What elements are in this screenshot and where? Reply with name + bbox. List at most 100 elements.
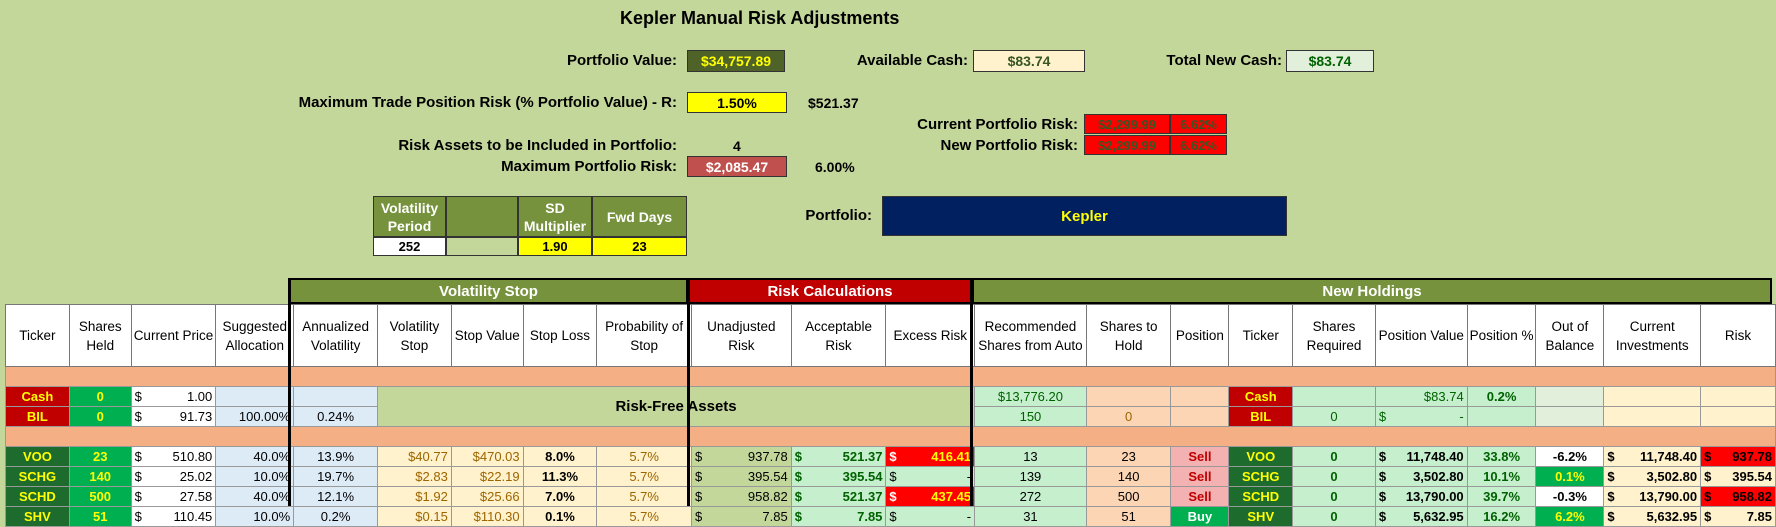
new-risk-pct-cell[interactable]: 6.62% bbox=[1170, 135, 1227, 155]
max-trade-risk-amount: $521.37 bbox=[808, 95, 859, 111]
stoploss-cell: 7.0% bbox=[522, 486, 598, 507]
available-cash-cell[interactable]: $83.74 bbox=[973, 50, 1085, 72]
ticker2-cell: SCHD bbox=[1228, 486, 1294, 507]
accept-cell: $521.37 bbox=[790, 446, 887, 467]
fwd-days-header: Fwd Days bbox=[592, 196, 687, 237]
current-risk-pct-cell[interactable]: 6.62% bbox=[1170, 114, 1227, 134]
ticker-cell[interactable]: SCHD bbox=[5, 486, 70, 507]
req-cell: 0 bbox=[1292, 406, 1376, 427]
price-cell[interactable]: $1.00 bbox=[130, 386, 217, 407]
col-header: Position % bbox=[1466, 304, 1537, 367]
alloc-cell[interactable]: 40.0% bbox=[215, 486, 295, 507]
unadj-cell: $395.54 bbox=[690, 466, 792, 487]
ticker-cell[interactable]: Cash bbox=[5, 386, 70, 407]
sd-multiplier-header: SD Multiplier bbox=[518, 196, 592, 237]
prob-cell: 5.7% bbox=[596, 466, 692, 487]
col-header: Position Value bbox=[1374, 304, 1468, 367]
vstop-cell: $40.77 bbox=[377, 446, 452, 467]
ticker-cell[interactable]: SCHG bbox=[5, 466, 70, 487]
shares-cell[interactable]: 23 bbox=[68, 446, 132, 467]
position-cell: Sell bbox=[1170, 446, 1230, 467]
currency-sign: $ bbox=[694, 489, 703, 504]
pos-pct-cell: 16.2% bbox=[1466, 506, 1537, 527]
position-cell bbox=[1170, 406, 1230, 427]
alloc-cell[interactable]: 10.0% bbox=[215, 466, 295, 487]
currency-sign: $ bbox=[889, 509, 897, 524]
hold-cell[interactable] bbox=[1085, 386, 1172, 407]
currency-sign: $ bbox=[134, 409, 142, 424]
ticker2-cell: Cash bbox=[1228, 386, 1294, 407]
excess-value: - bbox=[966, 509, 972, 524]
hold-cell[interactable]: 0 bbox=[1085, 406, 1172, 427]
alloc-cell[interactable]: 10.0% bbox=[215, 506, 295, 527]
ticker-cell[interactable]: VOO bbox=[5, 446, 70, 467]
vol-period-cell[interactable]: 252 bbox=[373, 237, 446, 256]
max-trade-risk-pct-cell[interactable]: 1.50% bbox=[687, 92, 787, 113]
total-new-cash-cell[interactable]: $83.74 bbox=[1286, 50, 1374, 72]
col-header: Unadjusted Risk bbox=[690, 304, 792, 367]
alloc-cell[interactable]: 100.00% bbox=[215, 406, 295, 427]
hold-cell[interactable]: 51 bbox=[1085, 506, 1172, 527]
req-cell: 0 bbox=[1292, 486, 1376, 507]
col-header: Probability of Stop bbox=[596, 304, 692, 367]
oob-cell: 0.1% bbox=[1535, 466, 1605, 487]
curinv-value: 11,748.40 bbox=[1639, 449, 1698, 464]
shares-cell[interactable]: 51 bbox=[68, 506, 132, 527]
price-value: 110.45 bbox=[173, 509, 213, 524]
new-risk-amount-cell[interactable]: $2,299.99 bbox=[1084, 135, 1170, 155]
price-cell[interactable]: $91.73 bbox=[130, 406, 217, 427]
fwd-days-cell[interactable]: 23 bbox=[592, 237, 687, 256]
current-risk-amount-cell[interactable]: $2,299.99 bbox=[1084, 114, 1170, 134]
curinv-value: 13,790.00 bbox=[1639, 489, 1698, 504]
req-cell bbox=[1292, 386, 1376, 407]
shares-cell[interactable]: 140 bbox=[68, 466, 132, 487]
currency-sign: $ bbox=[1378, 409, 1387, 424]
pos-pct-cell: 39.7% bbox=[1466, 486, 1537, 507]
price-cell[interactable]: $110.45 bbox=[130, 506, 217, 527]
curinv-value: 5,632.95 bbox=[1646, 509, 1698, 524]
sd-multiplier-cell[interactable]: 1.90 bbox=[518, 237, 592, 256]
price-cell[interactable]: $25.02 bbox=[130, 466, 217, 487]
curinv-cell: $13,790.00 bbox=[1603, 486, 1702, 507]
col-header: Recommended Shares from Auto bbox=[974, 304, 1087, 367]
col-header: Current Investments bbox=[1603, 304, 1702, 367]
currency-sign: $ bbox=[889, 469, 897, 484]
alloc-cell[interactable] bbox=[215, 386, 295, 407]
currency-sign: $ bbox=[1378, 449, 1387, 464]
hold-cell[interactable]: 500 bbox=[1085, 486, 1172, 507]
hold-cell[interactable]: 23 bbox=[1085, 446, 1172, 467]
price-cell[interactable]: $27.58 bbox=[130, 486, 217, 507]
currency-sign: $ bbox=[1607, 449, 1615, 464]
currency-sign: $ bbox=[694, 509, 703, 524]
price-value: 27.58 bbox=[179, 489, 213, 504]
prob-cell: 5.7% bbox=[596, 446, 692, 467]
ticker-cell[interactable]: SHV bbox=[5, 506, 70, 527]
ticker2-cell: SHV bbox=[1228, 506, 1294, 527]
ticker-cell[interactable]: BIL bbox=[5, 406, 70, 427]
portfolio-name-cell[interactable]: Kepler bbox=[882, 196, 1287, 236]
col-header: Volatility Stop bbox=[377, 304, 452, 367]
currency-sign: $ bbox=[134, 489, 142, 504]
curinv-cell: $11,748.40 bbox=[1603, 446, 1702, 467]
col-header: Annualized Volatility bbox=[293, 304, 379, 367]
price-cell[interactable]: $510.80 bbox=[130, 446, 217, 467]
max-portfolio-risk-label: Maximum Portfolio Risk: bbox=[501, 158, 677, 175]
shares-cell[interactable]: 0 bbox=[68, 406, 132, 427]
col-header: Suggested Allocation bbox=[215, 304, 295, 367]
risk-value: 937.78 bbox=[1732, 449, 1772, 464]
col-header: Risk bbox=[1700, 304, 1776, 367]
pos-value: 3,502.80 bbox=[1413, 469, 1464, 484]
currency-sign: $ bbox=[1378, 469, 1387, 484]
pos-value-cell: $83.74 bbox=[1374, 386, 1468, 407]
price-value: 91.73 bbox=[179, 409, 213, 424]
excess-value: 416.41 bbox=[931, 449, 972, 464]
col-header: Stop Loss bbox=[522, 304, 598, 367]
alloc-cell[interactable]: 40.0% bbox=[215, 446, 295, 467]
curinv-value: 3,502.80 bbox=[1646, 469, 1698, 484]
hold-cell[interactable]: 140 bbox=[1085, 466, 1172, 487]
portfolio-value-cell[interactable]: $34,757.89 bbox=[687, 50, 785, 72]
shares-cell[interactable]: 500 bbox=[68, 486, 132, 507]
shares-cell[interactable]: 0 bbox=[68, 386, 132, 407]
accept-cell: $395.54 bbox=[790, 466, 887, 487]
max-portfolio-risk-amount-cell[interactable]: $2,085.47 bbox=[687, 156, 787, 177]
